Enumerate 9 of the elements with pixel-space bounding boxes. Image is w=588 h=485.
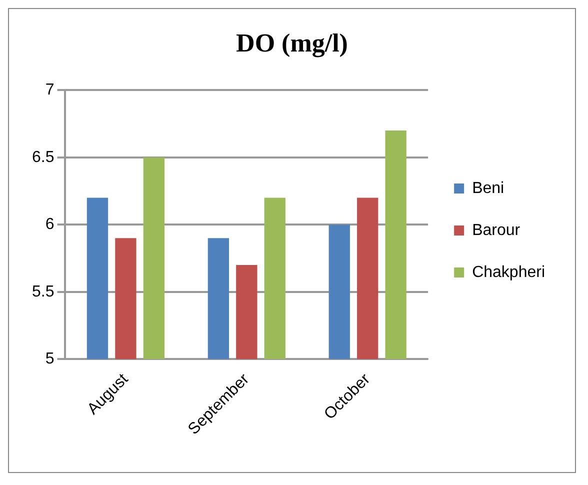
y-tick-label: 6 [45,216,54,234]
chart-title: DO (mg/l) [236,28,348,58]
legend-label: Chakpheri [472,264,546,281]
y-tick-label: 5 [45,350,54,368]
y-tick-label: 7 [45,82,54,99]
y-tick-label: 5.5 [32,283,54,300]
y-tick-label: 6.5 [32,148,54,166]
legend-label: Barour [472,222,521,239]
legend-label: Beni [472,180,504,197]
